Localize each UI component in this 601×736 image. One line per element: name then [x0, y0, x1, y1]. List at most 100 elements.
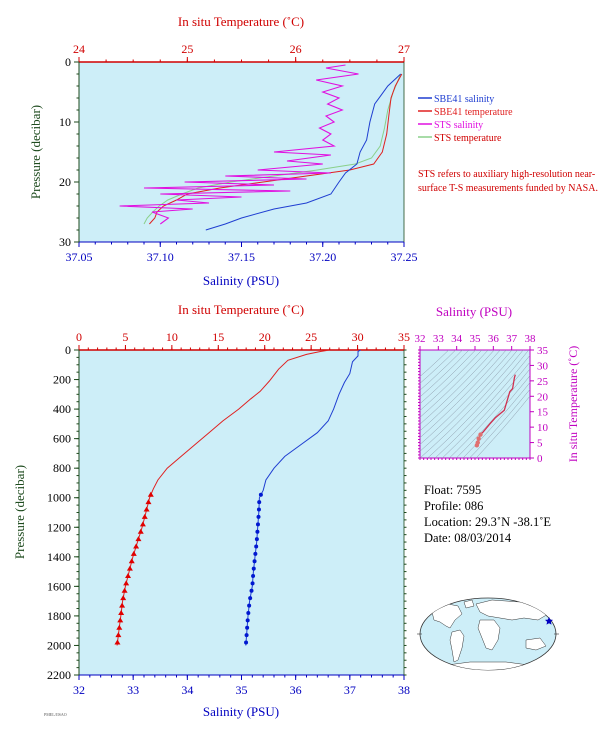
bottom-temp-tick-label-0: 0 — [76, 330, 82, 344]
ts-plot-area — [419, 349, 531, 459]
bottom-sal-tick-label-38: 38 — [398, 683, 410, 697]
top-temp-tick-label-26: 26 — [290, 42, 302, 56]
top-series-sbe41-salinity — [205, 73, 402, 231]
map-landmass-south-america — [449, 629, 465, 663]
ts-density-contour — [420, 350, 513, 445]
bottom-salinity-sample-point — [250, 581, 255, 586]
map-landmass-africa — [477, 619, 501, 651]
ts-temp-tick-label-20: 20 — [537, 391, 549, 403]
ts-sal-tick-label-36: 36 — [488, 333, 500, 345]
bottom-salinity-sample-point — [245, 618, 250, 623]
ts-density-contour — [434, 355, 530, 458]
top-sal-axis-title: Salinity (PSU) — [203, 273, 279, 288]
legend-label-sbe41-temperature: SBE41 temperature — [434, 107, 513, 118]
bottom-sal-tick-label-33: 33 — [127, 683, 139, 697]
bottom-salinity-sample-point — [258, 492, 263, 497]
ts-density-contour — [420, 350, 470, 398]
top-temp-tick-label-27: 27 — [398, 42, 410, 56]
top-sal-tick-label-37-15: 37.15 — [228, 250, 255, 264]
ts-density-contour — [441, 361, 530, 458]
bottom-temperature-sample-point — [117, 617, 124, 623]
ts-temp-tick-label-35: 35 — [537, 345, 549, 357]
ts-temp-tick-label-30: 30 — [537, 360, 549, 372]
bottom-series-group — [114, 350, 361, 646]
bottom-temperature-sample-point — [133, 543, 140, 549]
bottom-temperature-sample-point — [116, 624, 123, 630]
bottom-pressure-tick-label-0: 0 — [65, 343, 71, 357]
ts-deep-sample-point — [476, 436, 481, 441]
top-sal-tick-label-37-10: 37.10 — [147, 250, 174, 264]
legend-swatches: SBE41 salinity SBE41 temperature STS sal… — [418, 94, 513, 144]
top-pressure-tick-label-20: 20 — [59, 175, 71, 189]
legend-label-sts-salinity: STS salinity — [434, 120, 483, 131]
bottom-salinity-sample-point — [256, 507, 261, 512]
bottom-temperature-sample-point — [145, 499, 152, 505]
top-pressure-axis-title: Pressure (decibar) — [28, 105, 43, 199]
bottom-salinity-sample-point — [248, 596, 253, 601]
bottom-salinity-sample-point — [256, 514, 261, 519]
top-pressure-tick-label-30: 30 — [59, 235, 71, 249]
float-location: Location: 29.3˚N -38.1˚E — [424, 515, 552, 529]
bottom-sal-tick-label-37: 37 — [344, 683, 356, 697]
bottom-salinity-sample-point — [244, 640, 249, 645]
bottom-salinity-sample-point — [255, 529, 260, 534]
ts-sal-tick-label-37: 37 — [506, 333, 518, 345]
bottom-temperature-sample-point — [125, 573, 132, 579]
sts-note: STS refers to auxiliary high-resolution … — [418, 169, 598, 194]
ts-temp-tick-label-10: 10 — [537, 422, 549, 434]
top-pressure-tick-label-10: 10 — [59, 115, 71, 129]
bottom-temperature-sample-point — [147, 491, 154, 497]
bottom-temperature-sample-point — [115, 632, 122, 638]
ts-deep-sample-point — [475, 440, 480, 445]
ts-density-contour — [455, 375, 530, 458]
bottom-pressure-tick-label-1000: 1000 — [47, 491, 71, 505]
bottom-pressure-tick-label-2000: 2000 — [47, 638, 71, 652]
ts-sal-tick-label-38: 38 — [525, 333, 537, 345]
ts-density-contour — [420, 350, 483, 411]
bottom-plot-area — [79, 350, 404, 675]
ts-density-contour — [420, 350, 507, 438]
ts-temp-tick-label-25: 25 — [537, 376, 549, 388]
bottom-temperature-sample-point — [120, 595, 127, 601]
bottom-pressure-tick-label-600: 600 — [53, 432, 71, 446]
ts-sal-axis-title: Salinity (PSU) — [436, 304, 512, 319]
credit-text: PMEL/JISAO — [44, 712, 67, 717]
top-series-group — [119, 64, 403, 231]
bottom-temperature-sample-point — [143, 506, 150, 512]
bottom-salinity-sample-point — [254, 537, 259, 542]
bottom-ticks: 0 5 10 15 20 25 30 35 32 33 34 35 36 37 38 0 200 400 600 80… — [47, 330, 410, 697]
bottom-salinity-sample-point — [252, 559, 257, 564]
ts-density-contour — [420, 350, 457, 384]
bottom-sal-tick-label-35: 35 — [236, 683, 248, 697]
top-sal-tick-label-37-05: 37.05 — [66, 250, 93, 264]
ts-temp-tick-label-5: 5 — [537, 438, 543, 450]
top-plot-area — [79, 62, 404, 242]
ts-sal-tick-label-34: 34 — [451, 333, 463, 345]
ts-density-contour — [420, 350, 463, 391]
bottom-temperature-sample-point — [135, 536, 142, 542]
top-sal-tick-label-37-20: 37.20 — [309, 250, 336, 264]
map-landmass-greenland — [463, 599, 475, 609]
float-location-star-icon — [545, 617, 553, 625]
float-info-block: Float: 7595 Profile: 086 Location: 29.3˚… — [424, 482, 551, 546]
bottom-temperature-sample-point — [139, 521, 146, 527]
bottom-salinity-sample-point — [244, 633, 249, 638]
legend-label-sbe41-salinity: SBE41 salinity — [434, 94, 494, 105]
bottom-sal-tick-label-36: 36 — [290, 683, 302, 697]
bottom-salinity-sample-point — [251, 566, 256, 571]
bottom-pressure-tick-label-1200: 1200 — [47, 520, 71, 534]
bottom-salinity-sample-point — [245, 625, 250, 630]
bottom-temperature-sample-point — [118, 609, 125, 615]
ts-density-contour — [420, 350, 450, 377]
bottom-temperature-sample-point — [141, 513, 148, 519]
ts-sal-tick-label-35: 35 — [470, 333, 482, 345]
profile-number: Profile: 086 — [424, 499, 484, 513]
bottom-temp-axis-title: In situ Temperature (˚C) — [178, 302, 304, 317]
bottom-pressure-tick-label-400: 400 — [53, 402, 71, 416]
ts-density-contour — [469, 389, 530, 458]
ts-density-contour — [420, 350, 489, 418]
ts-density-contours — [420, 350, 530, 458]
bottom-temp-tick-label-35: 35 — [398, 330, 410, 344]
bottom-pressure-tick-label-1400: 1400 — [47, 550, 71, 564]
location-map — [417, 597, 559, 671]
